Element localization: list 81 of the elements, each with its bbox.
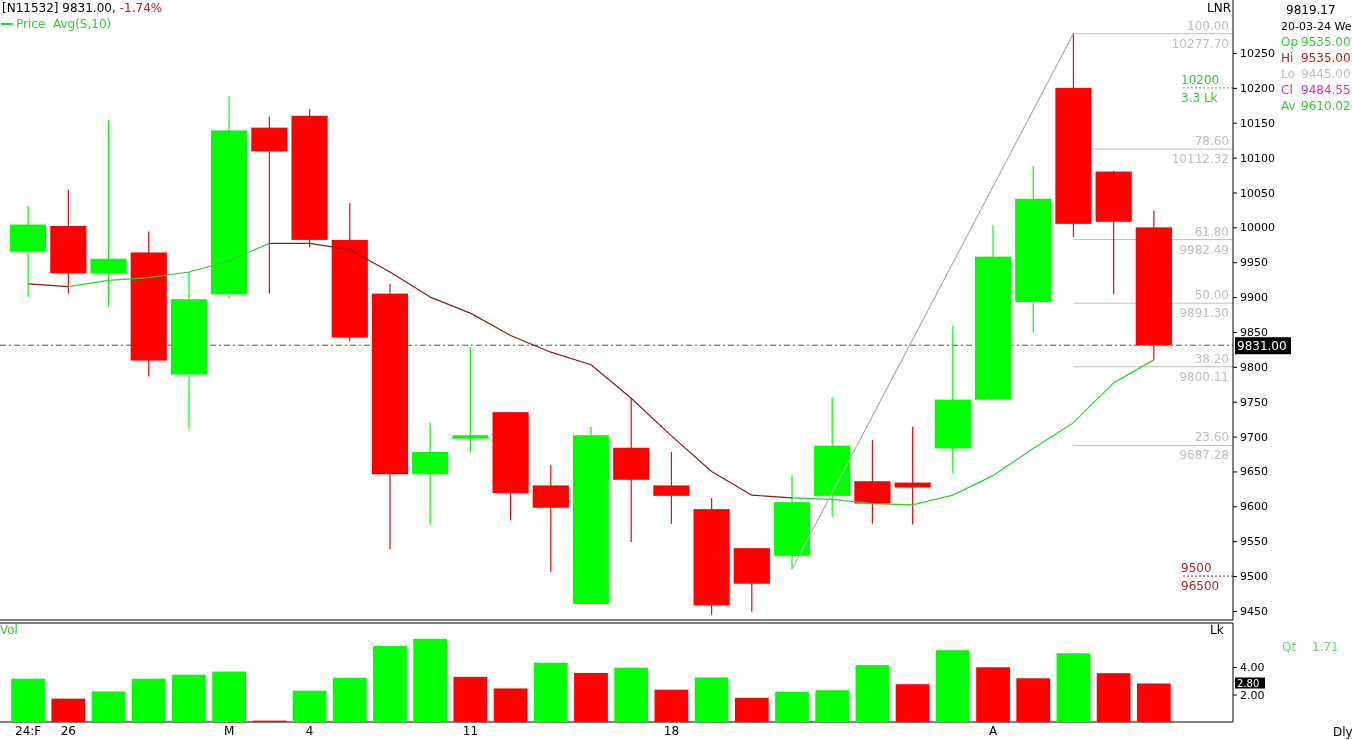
- x-tick-label: M: [223, 723, 235, 738]
- bar: [1136, 683, 1171, 722]
- x-tick-label: A: [988, 723, 998, 738]
- bar: [734, 697, 769, 722]
- y-tick-label: 9650: [1240, 465, 1268, 479]
- bar: [935, 650, 970, 722]
- candlestick: [90, 119, 127, 307]
- text: Cl 9484.55: [1281, 83, 1351, 97]
- bar: [1016, 678, 1051, 722]
- chart-title: [N11532] 9831.00,: [2, 1, 116, 15]
- y-tick-label: 2.00: [1240, 688, 1265, 702]
- y-tick-label: 10150: [1240, 116, 1275, 130]
- text: LNR: [1207, 1, 1231, 15]
- y-tick-label: 9500: [1240, 570, 1268, 584]
- text: Hi 9535.00: [1281, 51, 1351, 65]
- y-tick-label: 9950: [1240, 256, 1268, 270]
- bar: [292, 690, 327, 722]
- text: Lo 9445.00: [1281, 67, 1351, 81]
- bar: [493, 688, 528, 722]
- bar: [51, 698, 86, 722]
- x-tick-label: 26: [60, 723, 76, 738]
- bar: [413, 638, 448, 722]
- bar: [11, 678, 46, 722]
- bar: [453, 676, 488, 722]
- ref-line-label: 50.00 9891.30: [1179, 288, 1229, 321]
- bar: [855, 665, 890, 722]
- bar: [172, 674, 206, 722]
- bar: [212, 671, 247, 722]
- y-tick-label: 4.00: [1240, 661, 1265, 675]
- y-tick-label: 9450: [1240, 604, 1268, 618]
- bar: [654, 689, 689, 722]
- ref-line-label: 78.60 10112.32: [1171, 134, 1229, 167]
- ref-line-label: 38.20 9800.11: [1179, 351, 1229, 384]
- x-tick-label: 11: [462, 723, 479, 738]
- ref-line-label: 9500 96500: [1181, 561, 1220, 594]
- ref-line-label: 61.80 9982.49: [1179, 224, 1229, 257]
- y-tick-label: 10000: [1240, 221, 1275, 235]
- chart-title: Vol: [0, 623, 18, 637]
- ref-line-label: 10200 3.3 Lk: [1181, 72, 1220, 105]
- y-tick-label: 10200: [1240, 81, 1275, 95]
- chart-subtitle: -1.74%: [119, 1, 163, 15]
- text: Dly: [1333, 725, 1352, 739]
- y-tick-label: 9550: [1240, 535, 1268, 549]
- bar: [614, 667, 649, 722]
- bar: [533, 662, 568, 722]
- y-tick-label: 10250: [1240, 47, 1275, 61]
- candlestick: [452, 346, 489, 454]
- y-tick-label: 9850: [1240, 325, 1268, 339]
- bar: [574, 672, 608, 722]
- ref-line-label: 100.00 10277.70: [1171, 18, 1229, 51]
- text: 2.80: [1237, 678, 1260, 689]
- bar: [332, 677, 367, 722]
- y-tick-label: 9600: [1240, 500, 1268, 514]
- y-tick-label: 10100: [1240, 151, 1275, 165]
- bar: [815, 690, 850, 722]
- x-tick-label: 24:F: [15, 723, 42, 738]
- text: 20-03-24 We: [1281, 20, 1352, 33]
- bar: [775, 691, 809, 722]
- y-tick-label: 9750: [1240, 395, 1268, 409]
- x-tick-label: 18: [663, 723, 680, 738]
- bar: [1096, 673, 1131, 722]
- ref-line-label: 9831.00: [1237, 339, 1287, 354]
- text: Qt 1.71: [1282, 640, 1339, 654]
- text: 9819.17: [1286, 3, 1336, 17]
- x-tick-label: 4: [305, 723, 314, 738]
- y-tick-label: 10050: [1240, 186, 1275, 200]
- ref-line-label: 23.60 9687.28: [1179, 430, 1229, 463]
- bar: [976, 667, 1010, 722]
- bar: [131, 678, 166, 722]
- legend-label: Price Avg(S,10): [16, 17, 112, 31]
- bar: [895, 684, 930, 722]
- y-tick-label: 9700: [1240, 430, 1268, 444]
- text: Av 9610.02: [1281, 99, 1351, 113]
- bar: [91, 691, 126, 722]
- bar: [694, 677, 729, 722]
- y-tick-label: 9800: [1240, 360, 1268, 374]
- y-tick-label: 9900: [1240, 291, 1268, 305]
- bar: [373, 645, 407, 722]
- text: Op 9535.00: [1281, 35, 1351, 49]
- bar: [1056, 653, 1091, 722]
- y-axis-title: Lk: [1210, 623, 1224, 637]
